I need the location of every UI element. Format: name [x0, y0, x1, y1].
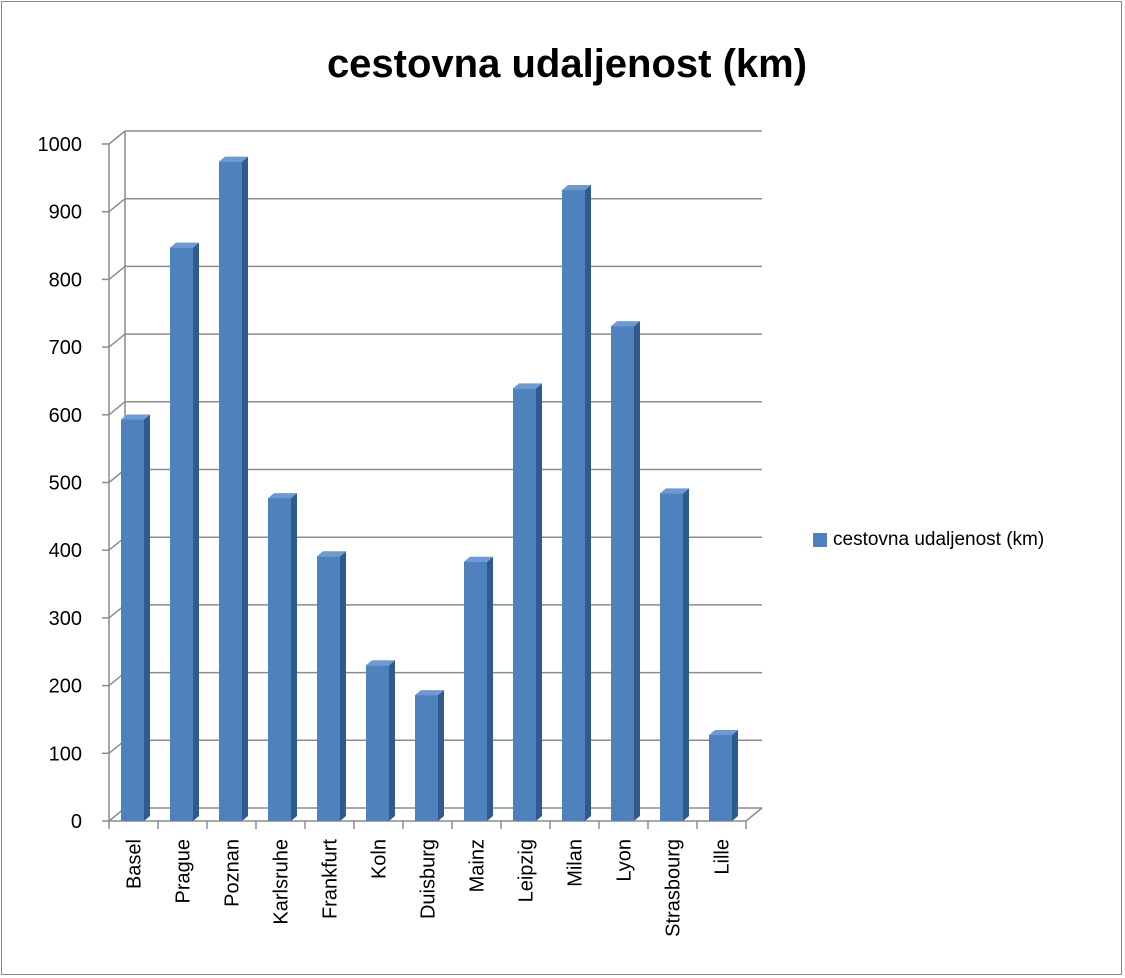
bar-frankfurt	[317, 551, 346, 821]
bar-karlsruhe	[268, 493, 297, 821]
bar-top	[709, 730, 738, 736]
x-tick-label: Lyon	[614, 839, 636, 882]
x-tick-label: Karlsruhe	[271, 839, 293, 925]
bar-side	[732, 730, 738, 821]
x-tick-label: Lille	[712, 839, 734, 875]
bar-side	[487, 556, 493, 821]
x-tick-label: Duisburg	[418, 839, 440, 919]
y-tick-label: 800	[49, 269, 82, 291]
y-tick-label: 700	[49, 337, 82, 359]
bar-lyon	[611, 321, 640, 821]
x-tick-label: Prague	[173, 839, 195, 904]
bar-prague	[170, 242, 199, 821]
x-tick-labels: Basel Prague Poznan Karlsruhe Frankfurt Koln D…	[124, 839, 734, 937]
bar-side	[340, 551, 346, 821]
bar-top	[562, 185, 591, 191]
y-tick-label: 400	[49, 540, 82, 562]
bar-top	[611, 321, 640, 327]
bar-side	[536, 383, 542, 821]
bar-front	[464, 561, 487, 821]
bar-side	[291, 493, 297, 821]
y-tick-label: 200	[49, 676, 82, 698]
bar-top	[366, 660, 395, 666]
bar-front	[170, 247, 193, 821]
y-tick-label: 900	[49, 202, 82, 224]
legend: cestovna udaljenost (km)	[813, 529, 1044, 551]
bar-top	[268, 493, 297, 499]
x-tick-label: Leipzig	[516, 839, 538, 902]
bar-top	[170, 242, 199, 248]
floor-right-edge	[745, 807, 763, 822]
chart-title: cestovna udaljenost (km)	[326, 42, 808, 86]
bars	[121, 156, 738, 822]
bar-side	[193, 242, 199, 821]
bar-side	[683, 488, 689, 821]
legend-label: cestovna udaljenost (km)	[833, 529, 1045, 550]
bar-side	[634, 321, 640, 821]
bar-milan	[562, 185, 591, 821]
x-tick-label: Mainz	[467, 839, 489, 892]
bar-front	[268, 498, 291, 821]
bar-side	[242, 156, 248, 822]
gridline-diagonal	[108, 198, 126, 213]
bar-top	[464, 556, 493, 562]
x-tick-label: Strasbourg	[663, 839, 685, 937]
bar-leipzig	[513, 383, 542, 821]
x-tick-label: Frankfurt	[320, 839, 342, 919]
gridline-diagonal	[108, 401, 126, 416]
x-tick-label: Milan	[565, 839, 587, 887]
bar-front	[317, 556, 340, 821]
bar-front	[611, 326, 634, 821]
bar-front	[660, 493, 683, 821]
bar-side	[389, 660, 395, 821]
bar-basel	[121, 414, 150, 821]
bar-koln	[366, 660, 395, 821]
y-tick-label: 1000	[38, 134, 83, 156]
bar-front	[219, 161, 242, 822]
x-tick-label: Basel	[124, 839, 146, 889]
bar-side	[438, 690, 444, 821]
y-tick-label: 600	[49, 405, 82, 427]
bar-front	[709, 735, 732, 821]
gridline-diagonal	[108, 265, 126, 280]
bar-top	[660, 488, 689, 494]
bar-side	[144, 414, 150, 821]
bar-strasbourg	[660, 488, 689, 821]
y-tick-label: 100	[49, 743, 82, 765]
y-tick-label: 0	[71, 811, 82, 833]
y-tick-label: 500	[49, 473, 82, 495]
gridline-diagonal	[108, 333, 126, 348]
bar-poznan	[219, 156, 248, 822]
bar-front	[121, 419, 144, 821]
bar-front	[562, 190, 585, 821]
bar-top	[121, 414, 150, 420]
bar-top	[317, 551, 346, 557]
bar-top	[219, 156, 248, 162]
legend-swatch	[813, 533, 827, 547]
bar-front	[415, 695, 438, 821]
bar-duisburg	[415, 690, 444, 821]
y-tick-labels: 0 100 200 300 400 500 600 700 800 900 1000	[38, 134, 83, 833]
bar-mainz	[464, 556, 493, 821]
y-tick-label: 300	[49, 608, 82, 630]
bar-front	[513, 388, 536, 821]
bar-lille	[709, 730, 738, 821]
bar-top	[415, 690, 444, 696]
x-tick-label: Poznan	[222, 839, 244, 907]
bar-top	[513, 383, 542, 389]
gridline-diagonal	[108, 130, 126, 145]
bar-side	[585, 185, 591, 821]
x-tick-label: Koln	[369, 839, 391, 879]
bar-front	[366, 665, 389, 821]
